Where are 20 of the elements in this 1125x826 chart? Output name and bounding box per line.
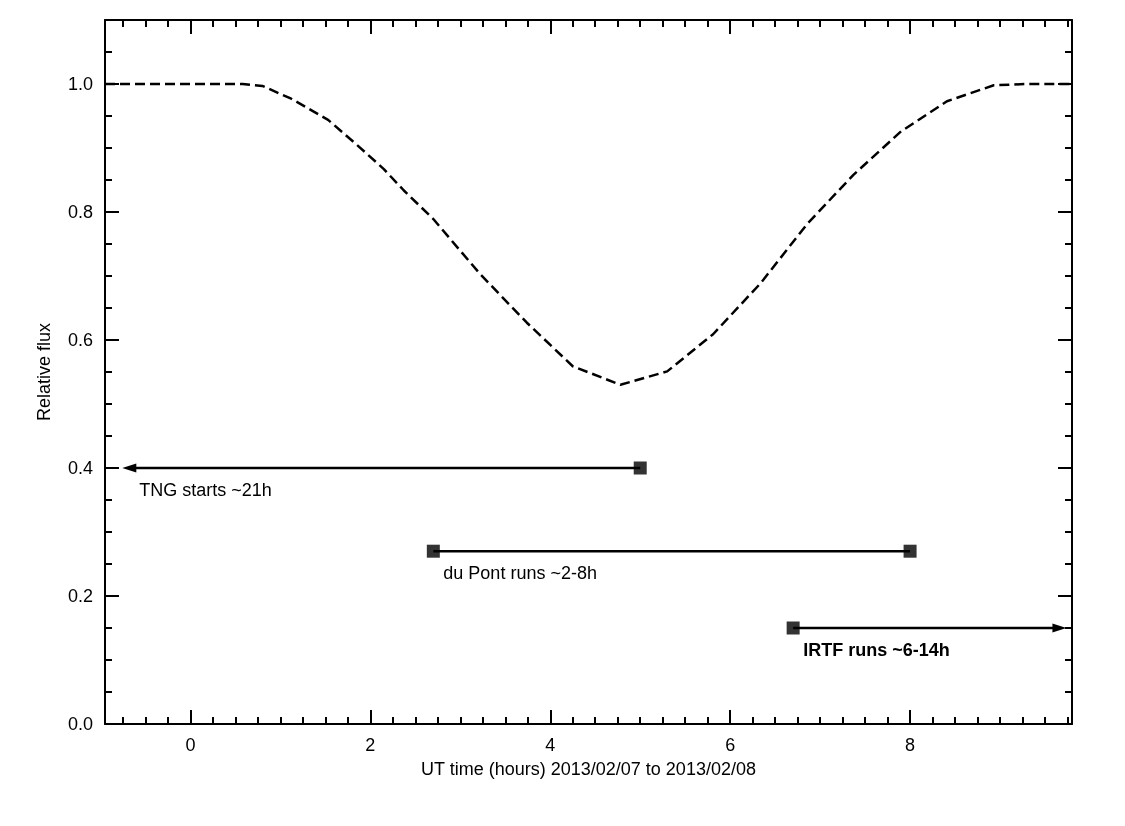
y-tick-label: 0.4 (67, 458, 93, 478)
x-tick-label: 4 (545, 735, 556, 755)
annotation: du Pont runs ~2-8h (443, 563, 597, 584)
x-tick-label: 0 (185, 735, 196, 755)
point (633, 461, 647, 475)
x-tick-label: 2 (365, 735, 376, 755)
y-tick-label: 1.0 (67, 74, 93, 94)
point (426, 544, 440, 558)
annotation: TNG starts ~21h (139, 480, 272, 500)
x-axis-title: UT time (hours) 2013/02/07 to 2013/02/08 (421, 759, 756, 779)
y-tick-label: 0.2 (67, 586, 93, 606)
y-tick-label: 0.6 (67, 330, 93, 350)
y-tick-label: 0.8 (67, 202, 93, 222)
y-axis-title: Relative flux (34, 322, 54, 422)
point (903, 544, 917, 558)
y-tick-label: 0.0 (67, 714, 93, 734)
point (786, 621, 800, 635)
x-tick-label: 8 (905, 735, 916, 755)
x-tick-label: 6 (725, 735, 736, 755)
annotation: IRTF runs ~6-14h (803, 640, 950, 660)
